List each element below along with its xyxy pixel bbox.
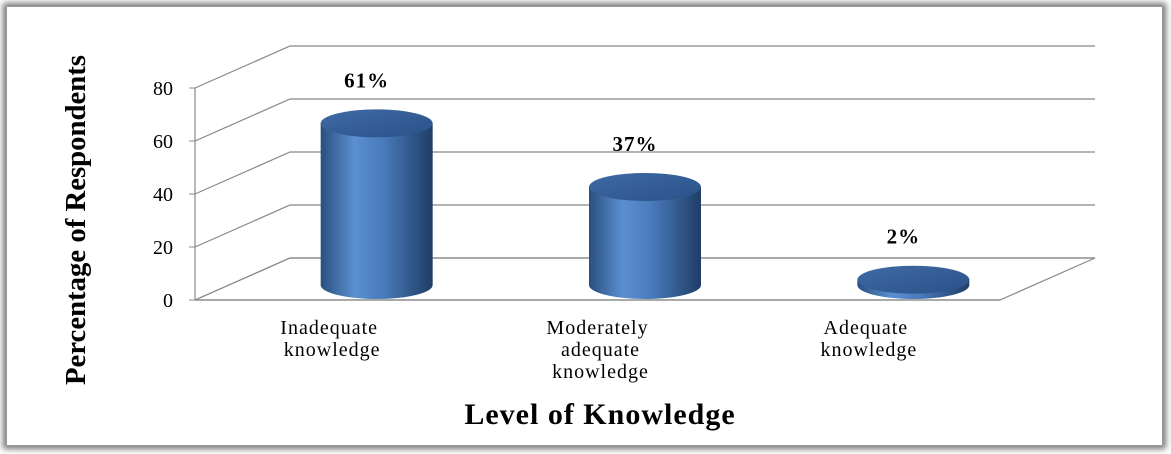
grid-line [194,204,1095,248]
grid-line [194,257,1095,301]
grid-line [194,98,1095,142]
cylinder-body [320,123,433,299]
y-axis-label: Percentage of Respondents [60,55,92,385]
chart-frame [6,6,1163,446]
y-tick-label: 40 [153,184,173,206]
value-label: 2% [887,225,921,249]
x-tick-label: Inadequate knowledge [278,317,381,361]
y-tick-label: 60 [153,131,173,153]
grid-line [194,45,1095,89]
y-tick-label: 20 [153,237,173,259]
cylinder-top [857,265,970,294]
value-label: 37% [613,132,658,156]
cylinder-top [589,172,701,201]
value-label: 61% [344,68,389,92]
y-tick-label: 80 [153,78,173,100]
x-tick-label: Moderately adequate knowledge [546,317,649,383]
x-axis-label: Level of Knowledge [464,398,735,431]
grid-line [194,151,1095,195]
cylinder-top [320,109,433,138]
y-tick-label: 0 [163,290,173,312]
x-tick-label: Adequate knowledge [814,317,917,361]
cylinder-body [589,186,701,299]
